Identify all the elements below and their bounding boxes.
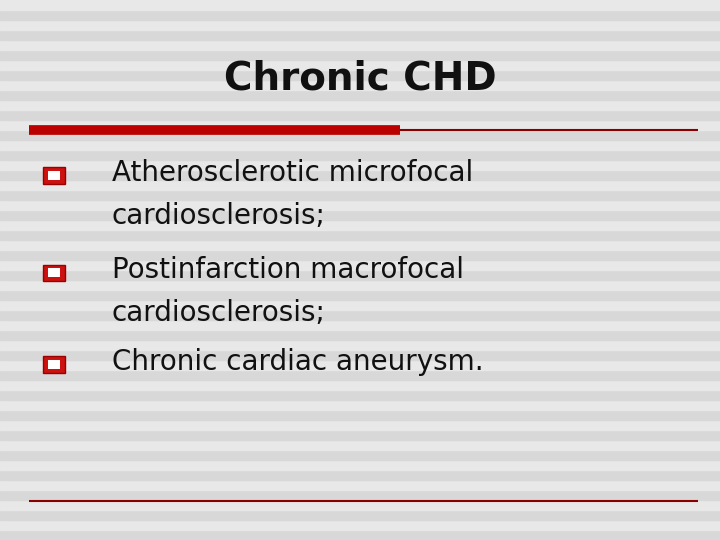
Bar bbox=[0, 400, 720, 410]
Text: cardiosclerosis;: cardiosclerosis; bbox=[112, 299, 325, 327]
Bar bbox=[0, 240, 720, 250]
Bar bbox=[43, 265, 65, 281]
Bar bbox=[0, 80, 720, 90]
Bar bbox=[0, 150, 720, 160]
Bar bbox=[0, 350, 720, 360]
Bar bbox=[48, 268, 60, 277]
Bar bbox=[0, 220, 720, 230]
Bar bbox=[0, 40, 720, 50]
Bar bbox=[0, 270, 720, 280]
Bar bbox=[0, 100, 720, 110]
Bar bbox=[0, 170, 720, 180]
Bar bbox=[0, 70, 720, 80]
Bar bbox=[0, 340, 720, 350]
Bar bbox=[0, 290, 720, 300]
Text: Postinfarction macrofocal: Postinfarction macrofocal bbox=[112, 256, 464, 284]
Bar bbox=[0, 520, 720, 530]
Bar bbox=[0, 490, 720, 500]
Bar bbox=[0, 20, 720, 30]
Bar bbox=[0, 390, 720, 400]
Bar bbox=[0, 430, 720, 440]
Bar bbox=[48, 360, 60, 369]
Bar bbox=[0, 190, 720, 200]
Bar bbox=[0, 440, 720, 450]
Bar bbox=[0, 210, 720, 220]
Bar bbox=[0, 110, 720, 120]
Text: Chronic cardiac aneurysm.: Chronic cardiac aneurysm. bbox=[112, 348, 483, 376]
Bar bbox=[0, 10, 720, 20]
Bar bbox=[0, 180, 720, 190]
Bar bbox=[0, 160, 720, 170]
Bar bbox=[0, 60, 720, 70]
Bar bbox=[0, 230, 720, 240]
Bar bbox=[0, 370, 720, 380]
Bar bbox=[0, 120, 720, 130]
Bar bbox=[0, 320, 720, 330]
Text: Atherosclerotic microfocal: Atherosclerotic microfocal bbox=[112, 159, 473, 187]
Bar bbox=[0, 460, 720, 470]
Bar bbox=[0, 250, 720, 260]
Bar bbox=[0, 510, 720, 520]
Bar bbox=[43, 356, 65, 373]
Text: Chronic CHD: Chronic CHD bbox=[224, 59, 496, 97]
Bar bbox=[0, 450, 720, 460]
Bar bbox=[0, 130, 720, 140]
Bar bbox=[0, 260, 720, 270]
Bar bbox=[0, 280, 720, 290]
Bar bbox=[0, 330, 720, 340]
Bar bbox=[0, 380, 720, 390]
Bar bbox=[0, 0, 720, 10]
Bar bbox=[0, 300, 720, 310]
Text: cardiosclerosis;: cardiosclerosis; bbox=[112, 202, 325, 230]
Bar bbox=[0, 530, 720, 540]
Bar bbox=[0, 30, 720, 40]
Bar bbox=[0, 140, 720, 150]
Bar bbox=[43, 167, 65, 184]
Bar bbox=[0, 420, 720, 430]
Bar bbox=[0, 410, 720, 420]
Bar bbox=[0, 500, 720, 510]
Bar bbox=[0, 310, 720, 320]
Bar bbox=[0, 360, 720, 370]
Bar bbox=[0, 200, 720, 210]
Bar bbox=[48, 171, 60, 180]
Bar bbox=[0, 90, 720, 100]
Bar bbox=[0, 470, 720, 480]
Bar bbox=[0, 50, 720, 60]
Bar bbox=[0, 480, 720, 490]
